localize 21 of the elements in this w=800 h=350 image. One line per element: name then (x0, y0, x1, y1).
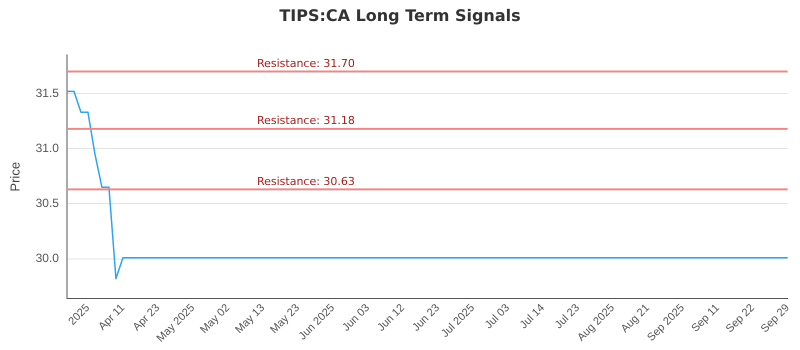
chart-title: TIPS:CA Long Term Signals (278, 6, 522, 25)
x-tick-label: Jun 12 (375, 302, 408, 334)
x-tick-label: May 13 (233, 302, 268, 336)
y-tick-label: 31.0 (36, 140, 60, 155)
x-tick-label: Sep 11 (689, 302, 722, 335)
y-axis-title: Price (7, 162, 22, 192)
x-tick-label: Sep 22 (724, 302, 757, 336)
x-tick-label: Jun 03 (340, 302, 372, 334)
x-tick-label: Sep 29 (758, 302, 792, 336)
x-tick-label: Jun 23 (410, 302, 442, 334)
x-tick-label: Apr 11 (96, 302, 128, 333)
x-tick-label: Jul 03 (482, 302, 512, 332)
ref-line-label: Resistance: 31.18 (256, 114, 355, 128)
ref-line-label: Resistance: 31.70 (256, 56, 355, 70)
x-tick-label: May 02 (198, 302, 232, 336)
y-tick-label: 31.5 (36, 86, 60, 100)
x-tick-label: Jul 14 (518, 302, 548, 332)
y-tick-label: 30.5 (36, 196, 60, 210)
ref-line-label: Resistance: 30.63 (256, 174, 355, 188)
x-tick-label: Jul 23 (552, 302, 582, 332)
y-tick-label: 30.0 (36, 251, 60, 266)
